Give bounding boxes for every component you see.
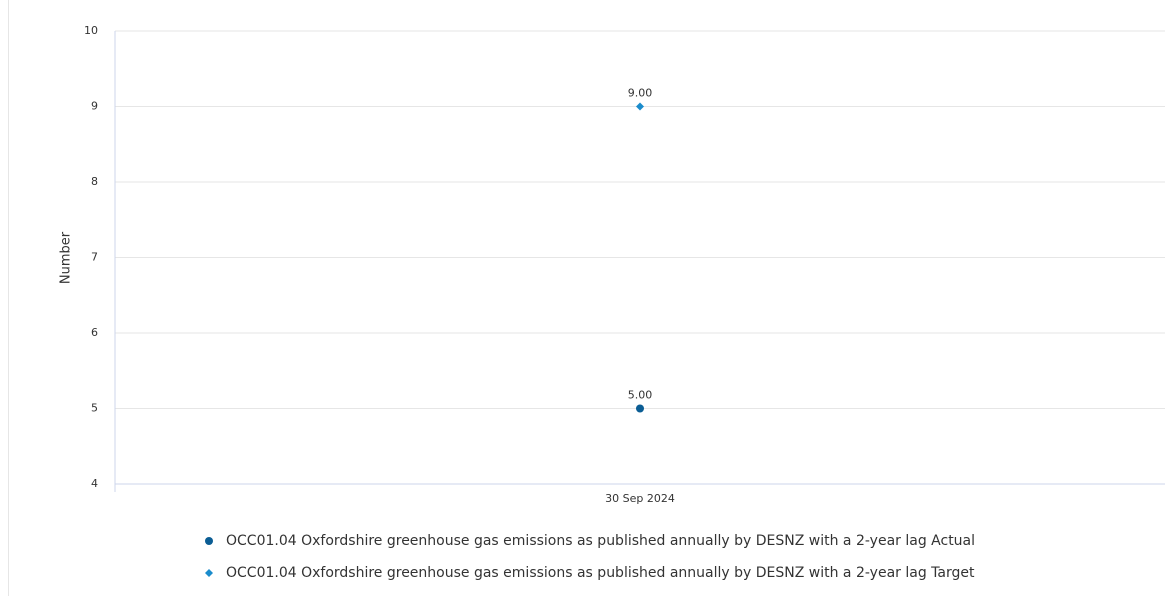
y-tick-label: 7	[91, 251, 98, 264]
data-label: 5.00	[628, 389, 653, 402]
legend-marker	[205, 537, 213, 545]
legend-marker	[205, 569, 213, 577]
x-tick-label: 30 Sep 2024	[605, 492, 675, 505]
legend-label: OCC01.04 Oxfordshire greenhouse gas emis…	[226, 565, 975, 581]
y-tick-label: 9	[91, 100, 98, 113]
y-tick-label: 8	[91, 175, 98, 188]
y-tick-label: 4	[91, 477, 98, 490]
y-axis-label: Number	[59, 231, 74, 284]
y-tick-label: 5	[91, 402, 98, 415]
data-point	[636, 404, 644, 413]
data-point	[636, 102, 644, 111]
y-tick-label: 6	[91, 326, 98, 339]
legend-label: OCC01.04 Oxfordshire greenhouse gas emis…	[226, 533, 975, 549]
data-label: 9.00	[628, 87, 653, 100]
y-tick-label: 10	[84, 24, 98, 37]
